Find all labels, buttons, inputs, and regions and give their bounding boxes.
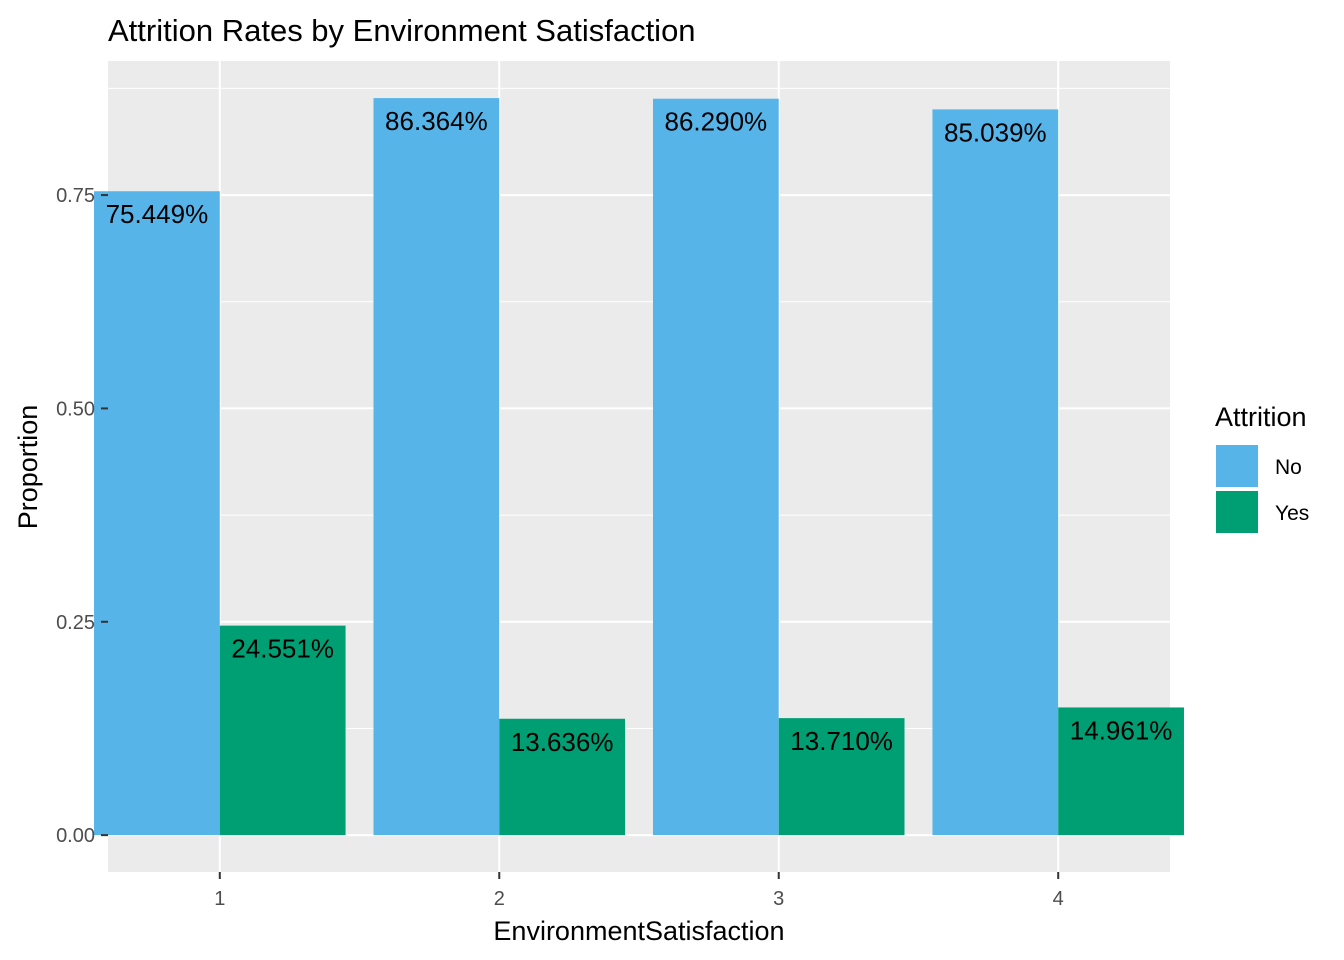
x-axis-title: EnvironmentSatisfaction — [493, 916, 784, 946]
y-axis-title: Proportion — [13, 405, 43, 530]
bars — [94, 98, 1184, 836]
bar-yes-4 — [1058, 707, 1184, 836]
y-tick-label: 0.00 — [56, 825, 95, 847]
chart-title: Attrition Rates by Environment Satisfact… — [108, 13, 696, 48]
data-label-yes-3: 13.710% — [790, 726, 893, 756]
data-label-no-3: 86.290% — [665, 107, 768, 137]
y-tick-label: 0.75 — [56, 185, 95, 207]
bar-no-2 — [373, 98, 500, 836]
bar-yes-3 — [778, 718, 905, 836]
y-tick-label: 0.25 — [56, 612, 95, 634]
bar-no-3 — [652, 98, 779, 836]
legend-title: Attrition — [1215, 402, 1307, 432]
x-tick-label: 3 — [773, 888, 784, 910]
bar-yes-2 — [499, 718, 626, 836]
data-label-yes-4: 14.961% — [1070, 715, 1173, 745]
data-labels: 75.449% 86.364% 86.290% 85.039% 24.551% 13.63… — [106, 106, 1173, 757]
data-label-no-2: 86.364% — [385, 106, 488, 136]
legend-key-yes — [1214, 489, 1260, 535]
y-axis: 0.00 0.25 0.50 0.75 — [56, 185, 108, 847]
data-label-no-4: 85.039% — [944, 117, 1047, 147]
bar-no-1 — [94, 191, 220, 836]
data-label-yes-2: 13.636% — [511, 727, 614, 757]
legend-label-yes: Yes — [1275, 502, 1309, 525]
bar-yes-1 — [219, 625, 346, 836]
x-tick-label: 1 — [214, 888, 225, 910]
x-axis: 1 2 3 4 — [214, 872, 1064, 910]
legend-items: No Yes — [1214, 443, 1309, 535]
data-label-no-1: 75.449% — [106, 199, 209, 229]
x-tick-label: 2 — [494, 888, 505, 910]
data-label-yes-1: 24.551% — [231, 634, 334, 664]
bar-no-4 — [932, 109, 1059, 836]
legend-label-no: No — [1275, 456, 1302, 479]
legend-key-no — [1214, 443, 1260, 489]
y-tick-label: 0.50 — [56, 398, 95, 420]
legend: Attrition No Yes — [1214, 402, 1309, 535]
x-tick-label: 4 — [1053, 888, 1064, 910]
